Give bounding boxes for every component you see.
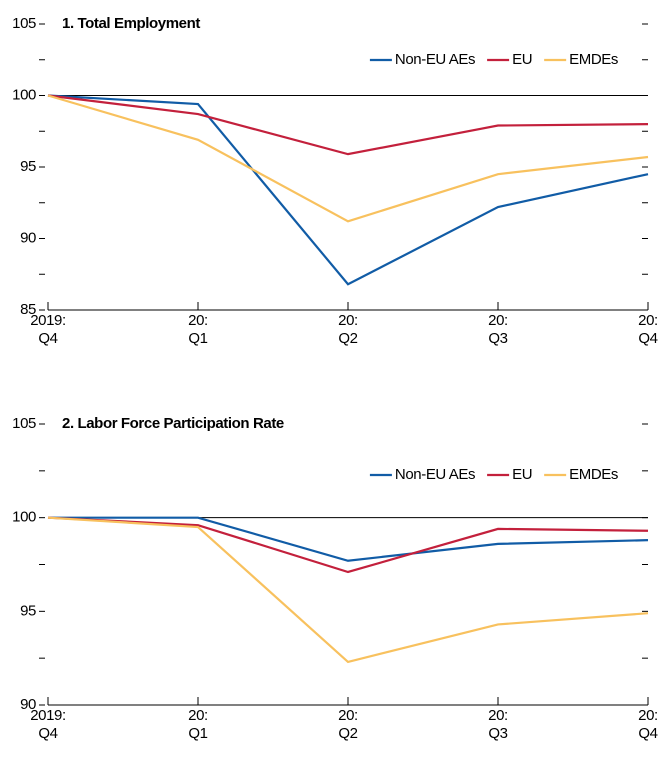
series-line: [48, 516, 649, 562]
x-tick-label: 20: Q3: [488, 707, 508, 742]
series-line: [47, 94, 649, 156]
y-tick-label: 90: [20, 229, 36, 246]
legend-label: EMDEs: [569, 51, 618, 68]
x-tick-label: 20: Q4: [638, 707, 658, 742]
y-tick-label: 95: [20, 158, 36, 175]
y-tick-label: 100: [12, 509, 36, 526]
x-tick-label: 20: Q1: [188, 312, 208, 347]
series-line: [47, 94, 649, 286]
chart-title: 1. Total Employment: [62, 15, 200, 32]
y-tick-label: 100: [12, 86, 36, 103]
series-line: [47, 516, 649, 574]
x-tick-label: 20: Q2: [338, 707, 358, 742]
legend-label: Non-EU AEs: [395, 51, 475, 68]
x-tick-label: 20: Q1: [188, 707, 208, 742]
legend-label: Non-EU AEs: [395, 466, 475, 483]
y-tick-label: 105: [12, 15, 36, 32]
x-tick-label: 20: Q2: [338, 312, 358, 347]
x-tick-label: 2019: Q4: [30, 312, 66, 347]
x-tick-label: 20: Q3: [488, 312, 508, 347]
series-line: [47, 94, 649, 223]
legend-label: EMDEs: [569, 466, 618, 483]
y-tick-label: 95: [20, 602, 36, 619]
x-tick-label: 20: Q4: [638, 312, 658, 347]
x-tick-label: 2019: Q4: [30, 707, 66, 742]
legend-label: EU: [512, 51, 532, 68]
series-line: [47, 516, 649, 664]
chart-title: 2. Labor Force Participation Rate: [62, 415, 284, 432]
y-tick-label: 85: [20, 301, 36, 318]
y-tick-label: 90: [20, 696, 36, 713]
legend-label: EU: [512, 466, 532, 483]
y-tick-label: 105: [12, 415, 36, 432]
